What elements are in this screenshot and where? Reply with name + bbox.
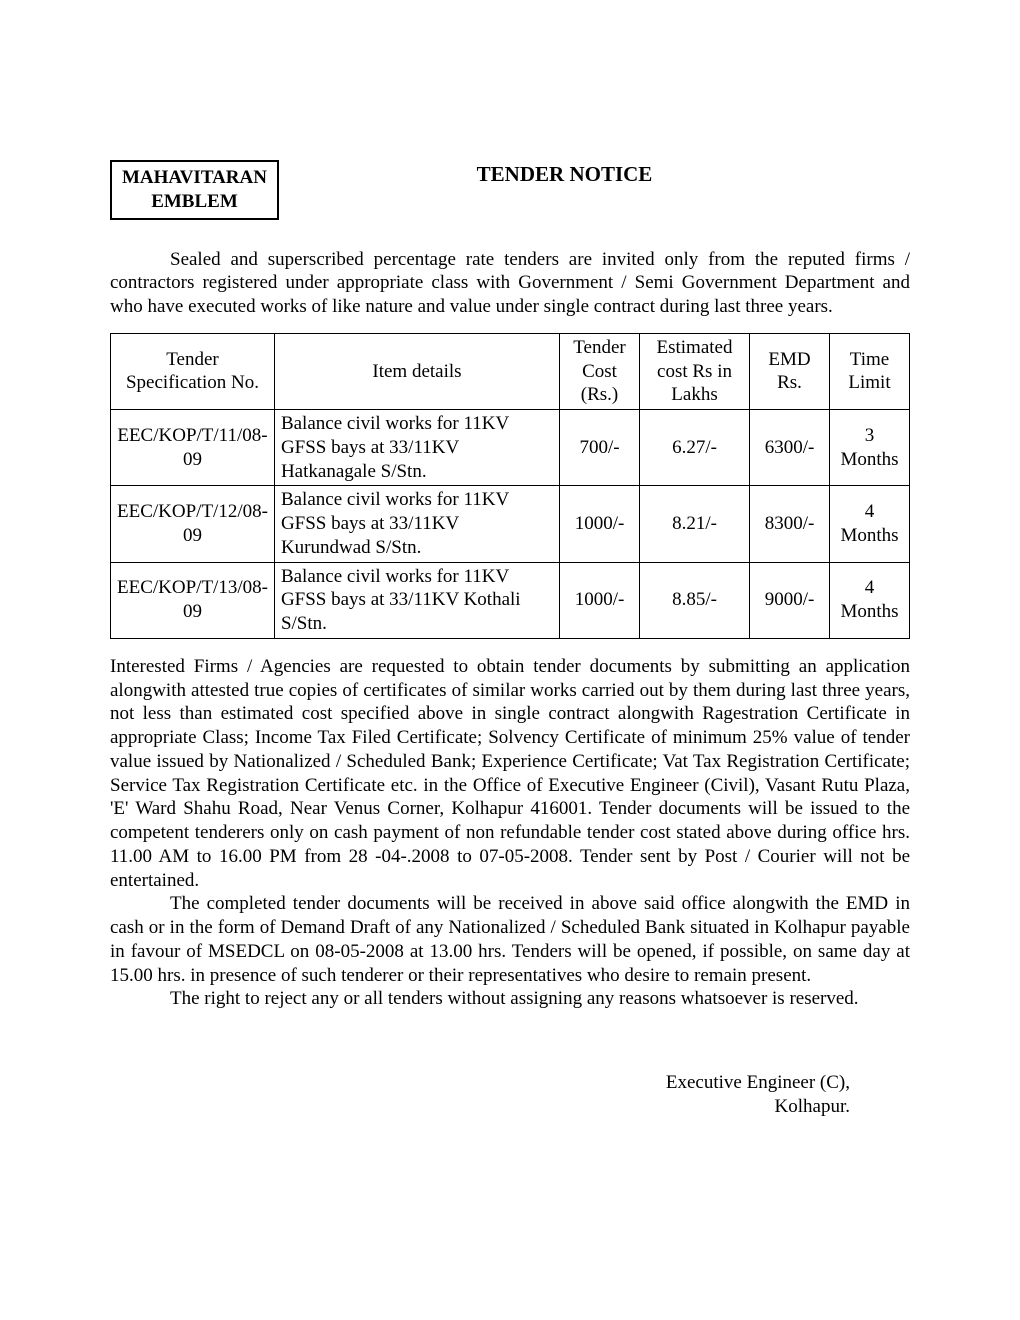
signature-line1: Executive Engineer (C), [110, 1071, 850, 1095]
table-row: EEC/KOP/T/13/08-09 Balance civil works f… [111, 562, 910, 638]
cell-emd: 9000/- [750, 562, 830, 638]
cell-spec: EEC/KOP/T/12/08-09 [111, 486, 275, 562]
cell-spec: EEC/KOP/T/11/08-09 [111, 410, 275, 486]
emblem-line2: EMBLEM [122, 190, 267, 214]
col-header-emd: EMD Rs. [750, 333, 830, 409]
cell-item: Balance civil works for 11KV GFSS bays a… [274, 562, 559, 638]
cell-est: 8.21/- [640, 486, 750, 562]
cell-item: Balance civil works for 11KV GFSS bays a… [274, 410, 559, 486]
emblem-box: MAHAVITARAN EMBLEM [110, 160, 279, 220]
header-row: MAHAVITARAN EMBLEM TENDER NOTICE [110, 160, 910, 220]
col-header-time: Time Limit [830, 333, 910, 409]
intro-paragraph: Sealed and superscribed percentage rate … [110, 248, 910, 319]
signature-block: Executive Engineer (C), Kolhapur. [110, 1071, 910, 1119]
cell-est: 6.27/- [640, 410, 750, 486]
col-header-item: Item details [274, 333, 559, 409]
cell-cost: 1000/- [560, 562, 640, 638]
page-title: TENDER NOTICE [279, 160, 910, 187]
cell-spec: EEC/KOP/T/13/08-09 [111, 562, 275, 638]
cell-time: 4 Months [830, 562, 910, 638]
cell-item: Balance civil works for 11KV GFSS bays a… [274, 486, 559, 562]
table-header-row: Tender Specification No. Item details Te… [111, 333, 910, 409]
body-para-2: The completed tender documents will be r… [110, 892, 910, 987]
emblem-line1: MAHAVITARAN [122, 166, 267, 190]
cell-time: 4 Months [830, 486, 910, 562]
col-header-spec: Tender Specification No. [111, 333, 275, 409]
cell-emd: 6300/- [750, 410, 830, 486]
cell-cost: 700/- [560, 410, 640, 486]
cell-cost: 1000/- [560, 486, 640, 562]
cell-emd: 8300/- [750, 486, 830, 562]
cell-est: 8.85/- [640, 562, 750, 638]
tender-table: Tender Specification No. Item details Te… [110, 333, 910, 639]
col-header-est: Estimated cost Rs in Lakhs [640, 333, 750, 409]
body-para-1: Interested Firms / Agencies are requeste… [110, 655, 910, 893]
table-row: EEC/KOP/T/11/08-09 Balance civil works f… [111, 410, 910, 486]
cell-time: 3 Months [830, 410, 910, 486]
signature-line2: Kolhapur. [110, 1095, 850, 1119]
col-header-cost: Tender Cost (Rs.) [560, 333, 640, 409]
table-row: EEC/KOP/T/12/08-09 Balance civil works f… [111, 486, 910, 562]
body-para-3: The right to reject any or all tenders w… [110, 987, 910, 1011]
